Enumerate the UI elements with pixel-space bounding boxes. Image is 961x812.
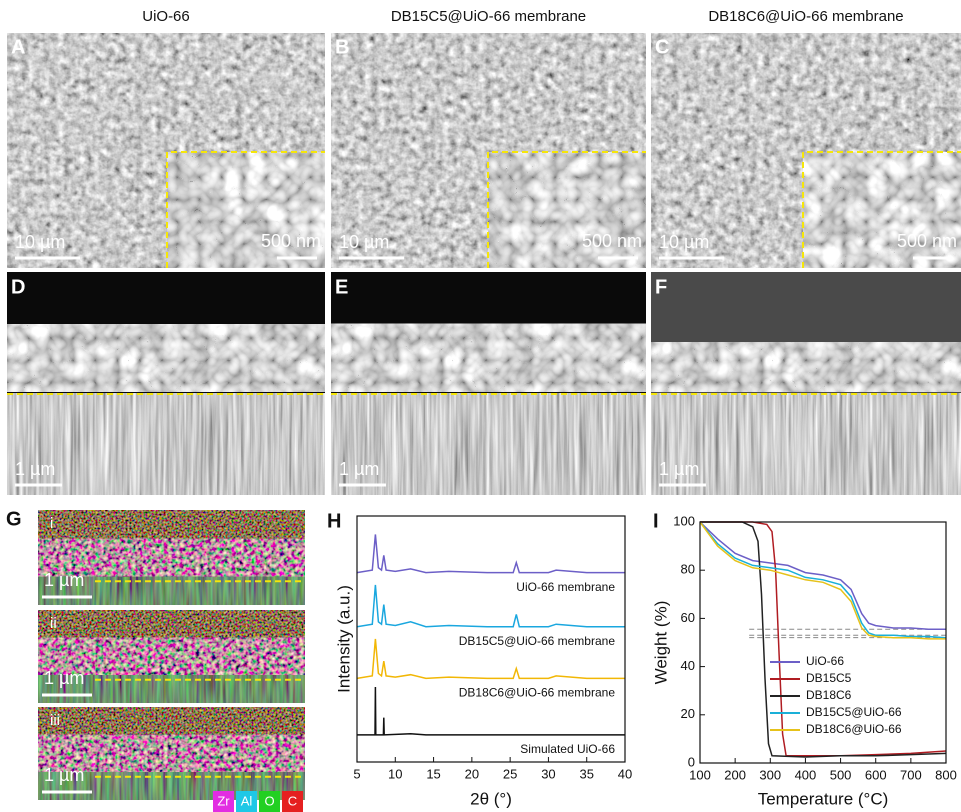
x-tick-label: 300 (759, 767, 781, 782)
y-axis-label: Weight (%) (651, 601, 670, 685)
x-tick-label: 700 (900, 767, 922, 782)
series-line (700, 522, 946, 638)
inset-scale-bar-label: 500 nm (582, 231, 642, 251)
element-name: O (264, 793, 274, 808)
scale-bar-label: 1 µm (44, 570, 84, 590)
scale-bar-label: 1 µm (15, 459, 55, 479)
sem-row: UiO-66 A 10 µm 500 nm DB15C5@UiO-66 membrane… (7, 8, 961, 268)
legend-label: DB18C6 (806, 688, 852, 702)
scale-bar-label: 1 µm (659, 459, 699, 479)
scale-bar-label: 1 µm (44, 668, 84, 688)
x-tick-label: 100 (689, 767, 711, 782)
x-tick-label: 40 (618, 766, 632, 781)
x-tick-label: 400 (795, 767, 817, 782)
panel-letter: C (655, 36, 669, 58)
series-label: Simulated UiO-66 (520, 742, 615, 756)
row-label: iii (50, 712, 60, 729)
panel-letter: B (335, 36, 349, 58)
series-line (700, 522, 946, 629)
y-tick-label: 60 (681, 610, 695, 625)
inset-scale-bar-label: 500 nm (897, 231, 957, 251)
y-tick-label: 20 (681, 706, 695, 721)
legend-label: DB15C5 (806, 671, 852, 685)
series-label: DB18C6@UiO-66 membrane (459, 686, 616, 700)
x-tick-label: 200 (724, 767, 746, 782)
cross-substrate (7, 393, 325, 495)
scale-bar-label: 1 µm (44, 765, 84, 785)
column-title: DB15C5@UiO-66 membrane (391, 8, 586, 25)
cross-section-row: D 1 µm E 1 µm F 1 µm (7, 272, 961, 495)
x-tick-label: 35 (579, 766, 593, 781)
x-tick-label: 800 (935, 767, 957, 782)
x-tick-label: 500 (830, 767, 852, 782)
scale-bar-label: 10 µm (659, 232, 709, 252)
y-axis-label: Intensity (a.u.) (334, 585, 353, 693)
y-tick-label: 80 (681, 562, 695, 577)
element-name: Zr (217, 793, 230, 808)
element-name: Al (241, 793, 253, 808)
panel-letter: F (655, 276, 667, 298)
x-tick-label: 20 (465, 766, 479, 781)
row-label: i (50, 515, 53, 532)
scale-bar-label: 1 µm (339, 459, 379, 479)
body: { "columns": ["UiO-66", "DB15C5@UiO-66 m… (0, 0, 961, 812)
series-label: UiO-66 membrane (516, 580, 615, 594)
panel-letter: I (653, 510, 659, 532)
x-tick-label: 600 (865, 767, 887, 782)
series-line (357, 535, 625, 573)
row-label: ii (50, 615, 57, 632)
panel-letter: D (11, 276, 25, 298)
panel-letter: H (327, 510, 341, 532)
panel-letter: E (335, 276, 348, 298)
series-label: DB15C5@UiO-66 membrane (459, 634, 616, 648)
element-name: C (288, 793, 297, 808)
x-tick-label: 5 (353, 766, 360, 781)
panel-letter: G (6, 508, 22, 530)
legend-label: UiO-66 (806, 654, 844, 668)
cross-substrate (331, 393, 646, 495)
figure: UiO-66 A 10 µm 500 nm DB15C5@UiO-66 membrane… (0, 0, 961, 812)
x-axis-label: Temperature (°C) (758, 789, 889, 808)
column-title: DB18C6@UiO-66 membrane (708, 8, 903, 25)
x-tick-label: 30 (541, 766, 555, 781)
panel-letter: A (11, 36, 25, 58)
legend-label: DB18C6@UiO-66 (806, 722, 902, 736)
x-tick-label: 25 (503, 766, 517, 781)
column-title: UiO-66 (142, 8, 190, 25)
y-tick-label: 100 (673, 513, 695, 528)
x-tick-label: 15 (426, 766, 440, 781)
charts: H 5 10 15 20 25 30 35 40 2θ (°) Intensity (a.u.) Ui… (327, 510, 957, 808)
x-axis-label: 2θ (°) (470, 789, 512, 808)
page: UiO-66 membrane figure body { margin: 0;… (0, 0, 961, 812)
scale-bar-label: 10 µm (15, 232, 65, 252)
cross-substrate (651, 393, 961, 495)
scale-bar-label: 10 µm (339, 232, 389, 252)
legend-label: DB15C5@UiO-66 (806, 705, 902, 719)
y-tick-label: 40 (681, 658, 695, 673)
x-tick-label: 10 (388, 766, 402, 781)
y-tick-label: 0 (688, 754, 695, 769)
inset-scale-bar-label: 500 nm (261, 231, 321, 251)
series-line (700, 522, 946, 756)
